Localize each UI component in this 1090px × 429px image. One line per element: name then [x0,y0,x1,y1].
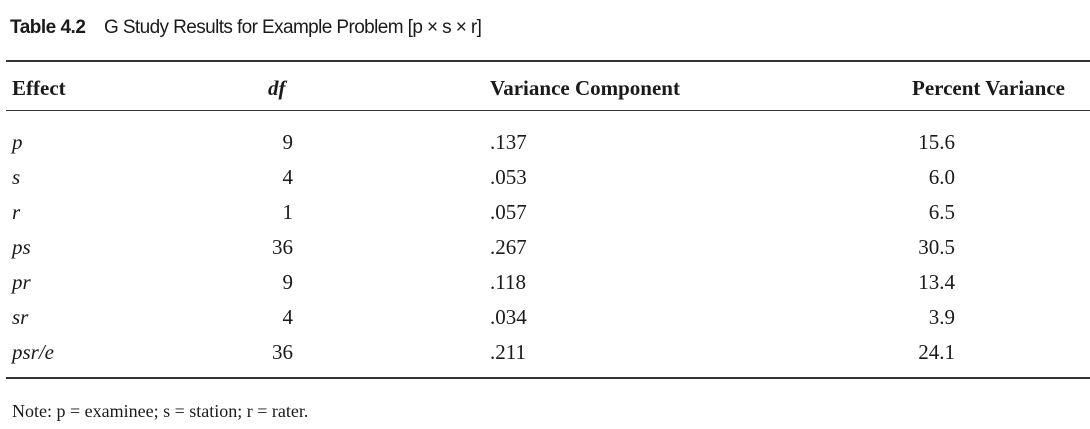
table-cell: 30.5 [918,235,955,259]
table-cell: 36 [272,235,293,259]
table-cell: 9 [282,270,294,294]
table-cell: .057 [490,200,527,224]
bottom-rule [6,377,1090,379]
table-cell: 6.5 [928,200,955,224]
table-cell: .211 [490,340,526,364]
table-cell: 4 [282,165,294,189]
table-cell: .267 [490,235,527,259]
table-cell: .137 [490,130,527,154]
table-cell: s [12,165,21,189]
table-cell: .053 [490,165,527,189]
table-cell: 24.1 [918,340,955,364]
table-cell: sr [12,305,29,329]
table-cell: r [12,200,21,224]
table-label: Table 4.2 [10,17,86,38]
header-rule [6,110,1090,111]
table-cell: psr/e [12,340,54,364]
table-cell: 6.0 [928,165,955,189]
top-rule [6,60,1090,62]
column-header: Effect [12,76,66,100]
table-note: Note: p = examinee; s = station; r = rat… [12,401,309,421]
table-cell: .118 [490,270,526,294]
table-cell: 9 [282,130,294,154]
column-header: Variance Component [490,76,680,100]
table-cell: .034 [490,305,527,329]
table-cell: 1 [282,200,294,224]
table-cell: 36 [272,340,293,364]
table-cell: 3.9 [928,305,955,329]
table-cell: pr [12,270,31,294]
column-header: Percent Variance [912,76,1065,100]
table-cell: 13.4 [918,270,955,294]
table-cell: 4 [282,305,294,329]
table-cell: 15.6 [918,130,955,154]
table-cell: ps [12,235,31,259]
table-title: G Study Results for Example Problem [p ×… [104,17,482,38]
table-cell: p [12,130,23,154]
column-header: df [268,76,286,100]
